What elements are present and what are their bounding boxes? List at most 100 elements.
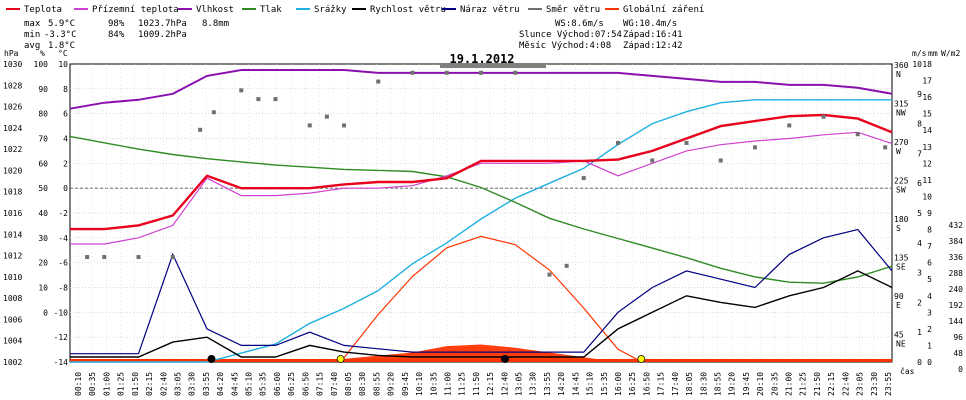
tick-time: 11:50 — [472, 372, 481, 396]
tick-mm: 7 — [917, 149, 922, 158]
tick-time: 16:50 — [642, 372, 651, 396]
tick-mm: 0 — [917, 358, 922, 367]
tick-time: 19:45 — [742, 372, 751, 396]
legend-label: Směr větru — [546, 5, 600, 15]
stats-min-hum: 84% — [108, 30, 125, 40]
tick-hpa: 1022 — [3, 145, 22, 154]
legend-label: Rychlost větru — [370, 5, 446, 15]
tick-mm: 9 — [917, 90, 922, 99]
radiation-area — [70, 344, 892, 362]
axis-label-hpa: hPa — [4, 49, 19, 58]
tick-time: 23:30 — [870, 372, 879, 396]
tick-mm: 6 — [917, 179, 922, 188]
wind-direction-point — [855, 132, 860, 137]
tick-time: 00:35 — [88, 372, 97, 396]
tick-hpa: 1016 — [3, 209, 22, 218]
tick-mm: 4 — [917, 239, 922, 248]
tick-time: 04:45 — [230, 372, 239, 396]
tick-hpa: 1008 — [3, 294, 22, 303]
tick-time: 06:50 — [301, 372, 310, 396]
series-line-srazky — [70, 99, 892, 363]
tick-hpa: 1026 — [3, 103, 22, 112]
tick-ms: 16 — [922, 93, 932, 102]
legend-label: Náraz větru — [460, 5, 520, 15]
wind-direction-point — [211, 110, 216, 115]
tick-wm2: 144 — [949, 317, 964, 326]
tick-hpa: 1030 — [3, 60, 22, 69]
tick-ms: 18 — [922, 60, 932, 69]
chart-title: 19.1.2012 — [449, 52, 514, 66]
tick-direction-label: E — [896, 301, 901, 310]
tick-time: 11:25 — [458, 372, 467, 396]
tick-time: 04:20 — [216, 372, 225, 396]
axis-label-hum: % — [40, 49, 45, 58]
tick-time: 13:55 — [543, 372, 552, 396]
tick-direction: 270 — [894, 138, 909, 147]
tick-wm2: 384 — [949, 237, 964, 246]
tick-time: 17:40 — [671, 372, 680, 396]
wind-direction-point — [256, 97, 261, 102]
wind-direction-point — [307, 123, 312, 128]
wind-direction-point — [444, 70, 449, 75]
wind-direction-point — [513, 70, 518, 75]
tick-wm2: 48 — [953, 349, 963, 358]
tick-temp: 8 — [63, 85, 68, 94]
sunrise-marker — [336, 355, 345, 363]
legend-label: Srážky — [314, 5, 347, 15]
tick-ms: 3 — [927, 308, 932, 317]
wind-direction-point — [170, 255, 175, 260]
tick-hum: 10 — [38, 284, 48, 293]
tick-hum: 80 — [38, 110, 48, 119]
tick-direction: 360 — [894, 61, 909, 70]
plot-area — [69, 63, 893, 363]
tick-time: 01:25 — [117, 372, 126, 396]
stats-max-label: max — [24, 19, 41, 29]
tick-wm2: 192 — [949, 301, 964, 310]
tick-time: 05:10 — [245, 372, 254, 396]
tick-ms: 0 — [927, 358, 932, 367]
tick-hpa: 1014 — [3, 230, 22, 239]
tick-hpa: 1028 — [3, 81, 22, 90]
tick-temp: 10 — [58, 60, 68, 69]
wind-direction-point — [787, 123, 792, 128]
tick-ms: 13 — [922, 143, 932, 152]
sunrise: Slunce Východ:07:54 — [519, 30, 622, 40]
tick-ms: 2 — [927, 325, 932, 334]
axis-label-mm: mm — [928, 49, 938, 58]
tick-ms: 4 — [927, 292, 932, 301]
tick-hpa: 1002 — [3, 358, 22, 367]
tick-hum: 70 — [38, 135, 48, 144]
wind-direction-point — [102, 255, 107, 260]
tick-time: 08:55 — [372, 372, 381, 396]
legend-label: Globální záření — [623, 5, 704, 15]
tick-ms: 6 — [927, 259, 932, 268]
wind-direction-point — [883, 145, 888, 150]
tick-time: 20:10 — [756, 372, 765, 396]
axes: hPa% °C1030102810261024102210201018101610… — [3, 49, 963, 396]
tick-time: 17:15 — [657, 372, 666, 396]
tick-temp: -2 — [58, 209, 68, 218]
tick-time: 21:00 — [785, 372, 794, 396]
tick-ms: 11 — [922, 176, 932, 185]
tick-ms: 14 — [922, 126, 932, 135]
wg-value: WG:10.4m/s — [623, 19, 677, 29]
tick-hum: 60 — [38, 159, 48, 168]
tick-hum: 0 — [43, 308, 48, 317]
axis-label-wm2: W/m2 — [941, 49, 960, 58]
tick-wm2: 240 — [949, 285, 964, 294]
tick-ms: 5 — [927, 275, 932, 284]
tick-direction-label: SE — [896, 263, 906, 272]
wind-direction-point — [239, 88, 244, 93]
tick-temp: -6 — [58, 259, 68, 268]
tick-time: 03:30 — [188, 372, 197, 396]
tick-direction: 315 — [894, 100, 909, 109]
wind-direction-point — [547, 272, 552, 277]
tick-time: 19:20 — [728, 372, 737, 396]
tick-hpa: 1020 — [3, 166, 22, 175]
tick-time: 03:05 — [173, 372, 182, 396]
wind-direction-point — [342, 123, 346, 128]
tick-direction: 180 — [894, 215, 909, 224]
tick-time: 08:30 — [358, 372, 367, 396]
tick-mm: 10 — [912, 60, 922, 69]
